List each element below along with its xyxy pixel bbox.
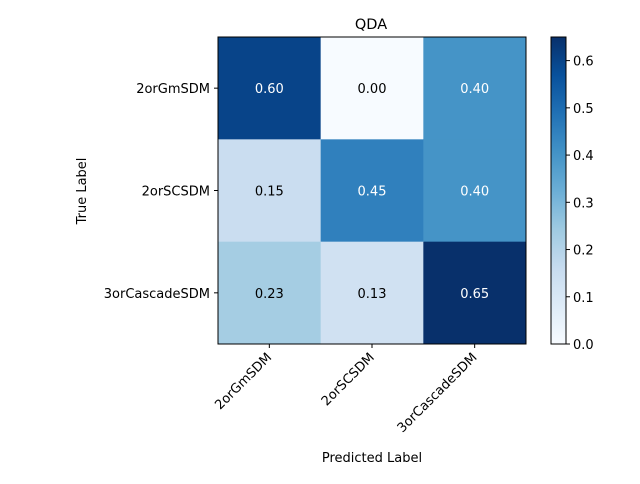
heatmap-cell-r1-c1 [320,139,424,243]
cell-value-label-r1-c0: 0.15 [255,185,284,200]
chart-title: QDA [355,17,387,33]
colorbar-tick-label-1: 0.1 [573,291,594,306]
heatmap-cell-r2-c2 [423,241,527,345]
x-axis-ticks: 2orGmSDM 2orSCSDM 3orCascadeSDM [212,344,480,436]
heatmap-cell-r1-c2 [423,139,527,243]
colorbar [550,36,567,345]
x-tick-label-2: 3orCascadeSDM [395,350,481,436]
colorbar-tick-label-4: 0.4 [573,149,594,164]
cell-value-label-r1-c1: 0.45 [358,185,387,200]
heatmap-cell-r0-c0 [218,37,322,140]
colorbar-tick-label-3: 0.3 [573,196,594,211]
heatmap-cell-r0-c1 [320,37,424,140]
cell-value-label-r2-c2: 0.65 [460,287,489,302]
colorbar-tick-label-0: 0.0 [573,338,594,353]
y-axis-ticks: 2orGmSDM 2orSCSDM 3orCascadeSDM [104,82,218,302]
cell-value-label-r1-c2: 0.40 [460,185,489,200]
y-tick-label-2: 3orCascadeSDM [104,287,210,302]
colorbar-tick-label-6: 0.6 [573,55,594,70]
heatmap-cell-r2-c0 [218,241,322,345]
heatmap-cell-labels: 0.60 0.00 0.40 0.15 0.45 0.40 0.23 0.13 0.65 [255,82,489,302]
heatmap-cells [218,37,527,345]
colorbar-tick-label-5: 0.5 [573,102,594,117]
x-axis-label: Predicted Label [322,451,422,466]
heatmap-cell-r1-c0 [218,139,322,243]
x-tick-label-0: 2orGmSDM [212,350,275,413]
cell-value-label-r2-c0: 0.23 [255,287,284,302]
cell-value-label-r2-c1: 0.13 [358,287,387,302]
cell-value-label-r0-c2: 0.40 [460,82,489,97]
colorbar-ticks: 0.0 0.1 0.2 0.3 0.4 0.5 0.6 [566,55,594,353]
cell-value-label-r0-c0: 0.60 [255,82,284,97]
colorbar-tick-label-2: 0.2 [573,244,594,259]
y-axis-label: True Label [75,158,90,226]
y-tick-label-1: 2orSCSDM [142,185,210,200]
y-tick-label-0: 2orGmSDM [136,82,210,97]
heatmap-cell-r2-c1 [320,241,424,345]
cell-value-label-r0-c1: 0.00 [358,82,387,97]
x-tick-label-1: 2orSCSDM [319,350,378,409]
heatmap-cell-r0-c2 [423,37,527,140]
